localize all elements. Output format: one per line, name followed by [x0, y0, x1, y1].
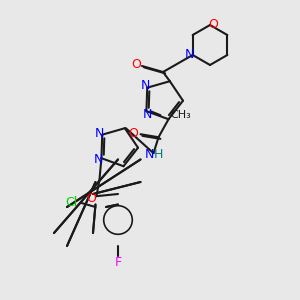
Text: CH₃: CH₃: [170, 110, 191, 120]
Text: N: N: [145, 148, 154, 161]
Text: Cl: Cl: [65, 196, 78, 208]
Text: O: O: [131, 58, 141, 71]
Text: N: N: [143, 108, 152, 121]
Text: O: O: [129, 127, 139, 140]
Text: N: N: [185, 49, 194, 62]
Text: O: O: [86, 192, 96, 205]
Text: F: F: [114, 256, 122, 268]
Text: N: N: [94, 127, 104, 140]
Text: O: O: [208, 17, 218, 31]
Text: H: H: [154, 148, 163, 161]
Text: N: N: [141, 79, 150, 92]
Text: N: N: [94, 153, 103, 166]
